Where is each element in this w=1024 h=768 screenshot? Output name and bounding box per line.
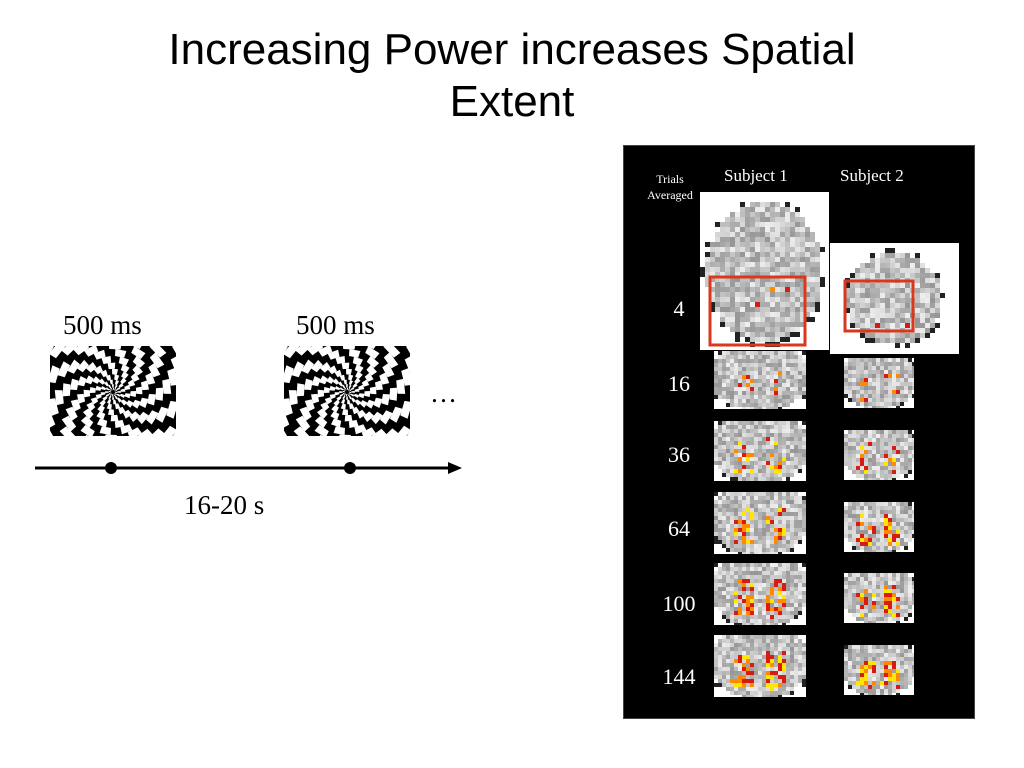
subject-2-header: Subject 2 [840, 166, 904, 185]
checkerboard-stimulus-1 [50, 346, 176, 436]
trials-header-line-1: Trials [656, 172, 684, 186]
trial-count-16: 16 [668, 371, 690, 396]
slide-title: Increasing Power increases Spatial Exten… [0, 24, 1024, 128]
subject-1-activation-144 [714, 635, 806, 697]
title-line-2: Extent [449, 77, 575, 126]
subject-1-activation-16 [714, 351, 806, 409]
trials-averaged-header: Trials Averaged [637, 171, 703, 203]
subject-2-full-brain-scan [830, 243, 959, 354]
stimulus-onset-dot-2 [344, 462, 356, 474]
title-line-1: Increasing Power increases Spatial [168, 25, 856, 74]
subject-1-header: Subject 1 [724, 166, 788, 185]
checkerboard-stimulus-2 [284, 346, 410, 436]
timeline-arrowhead [448, 462, 462, 474]
subject-1-full-brain-scan [700, 192, 829, 350]
trial-count-100: 100 [662, 591, 696, 616]
duration-label-1: 500 ms [63, 310, 142, 340]
results-panel: Trials Averaged Subject 1 Subject 2 4 16… [623, 145, 975, 719]
trial-count-36: 36 [668, 442, 690, 467]
interval-label: 16-20 s [184, 490, 265, 520]
duration-label-2: 500 ms [296, 310, 375, 340]
subject-2-activation-36 [844, 430, 914, 480]
subject-2-activation-64 [844, 502, 914, 552]
subject-1-activation-100 [714, 563, 806, 625]
subject-1-activation-36 [714, 421, 806, 481]
subject-2-activation-100 [844, 573, 914, 623]
subject-1-activation-64 [714, 492, 806, 554]
trial-count-64: 64 [668, 516, 690, 541]
trial-count-144: 144 [662, 664, 696, 689]
subject-2-activation-16 [844, 358, 914, 408]
trial-count-4: 4 [673, 296, 685, 321]
trials-header-line-2: Averaged [647, 188, 693, 202]
ellipsis: … [430, 378, 457, 408]
stimulus-onset-dot-1 [105, 462, 117, 474]
subject-2-activation-144 [844, 645, 914, 695]
